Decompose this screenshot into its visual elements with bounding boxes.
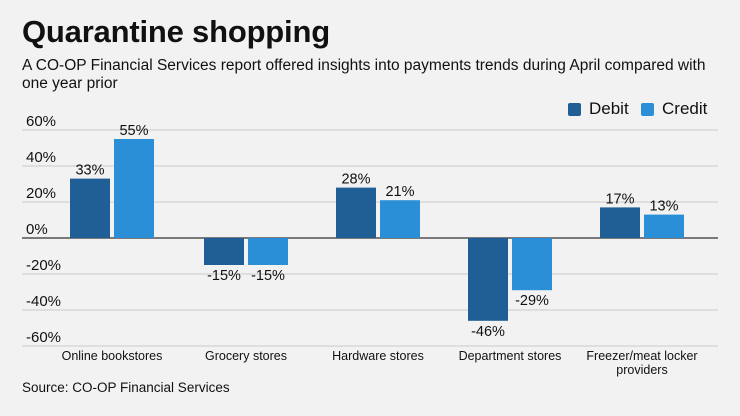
data-label: 21% <box>385 184 414 200</box>
source-note: Source: CO-OP Financial Services <box>22 380 230 395</box>
data-label: 17% <box>605 191 634 207</box>
data-label: -29% <box>515 293 549 309</box>
bar-debit <box>600 207 640 238</box>
data-label: 33% <box>75 163 104 179</box>
data-label: 28% <box>341 172 370 188</box>
bar-credit <box>380 200 420 238</box>
x-category-label: Grocery stores <box>205 349 287 363</box>
bar-credit <box>512 238 552 291</box>
y-tick-label: -60% <box>26 329 61 346</box>
legend-swatch-debit <box>568 102 581 116</box>
chart-subtitle: A CO-OP Financial Services report offere… <box>22 57 706 92</box>
bar-debit <box>204 238 244 265</box>
bar-debit <box>336 187 376 238</box>
data-label: 13% <box>649 199 678 215</box>
bar-credit <box>114 139 154 238</box>
y-tick-label: -40% <box>26 293 61 310</box>
y-tick-label: 0% <box>26 221 48 238</box>
legend-label-credit: Credit <box>662 99 708 118</box>
bar-credit <box>644 214 684 238</box>
bar-debit <box>70 178 110 238</box>
y-tick-label: 60% <box>26 113 56 130</box>
legend-item-debit: Debit <box>568 99 629 119</box>
legend-swatch-credit <box>641 102 654 116</box>
data-label: 55% <box>119 123 148 139</box>
y-tick-label: 20% <box>26 185 56 202</box>
legend-item-credit: Credit <box>641 99 707 119</box>
x-category-label: Freezer/meat locker <box>586 349 697 363</box>
y-tick-label: 40% <box>26 149 56 166</box>
x-category-label: providers <box>616 363 667 377</box>
x-category-label: Hardware stores <box>332 349 424 363</box>
legend-label-debit: Debit <box>589 99 629 118</box>
data-label: -46% <box>471 324 505 340</box>
chart-title: Quarantine shopping <box>22 14 330 49</box>
bar-credit <box>248 238 288 265</box>
data-label: -15% <box>207 268 241 284</box>
data-label: -15% <box>251 268 285 284</box>
y-tick-label: -20% <box>26 257 61 274</box>
bar-debit <box>468 238 508 321</box>
x-category-label: Department stores <box>459 349 562 363</box>
x-category-label: Online bookstores <box>62 349 163 363</box>
